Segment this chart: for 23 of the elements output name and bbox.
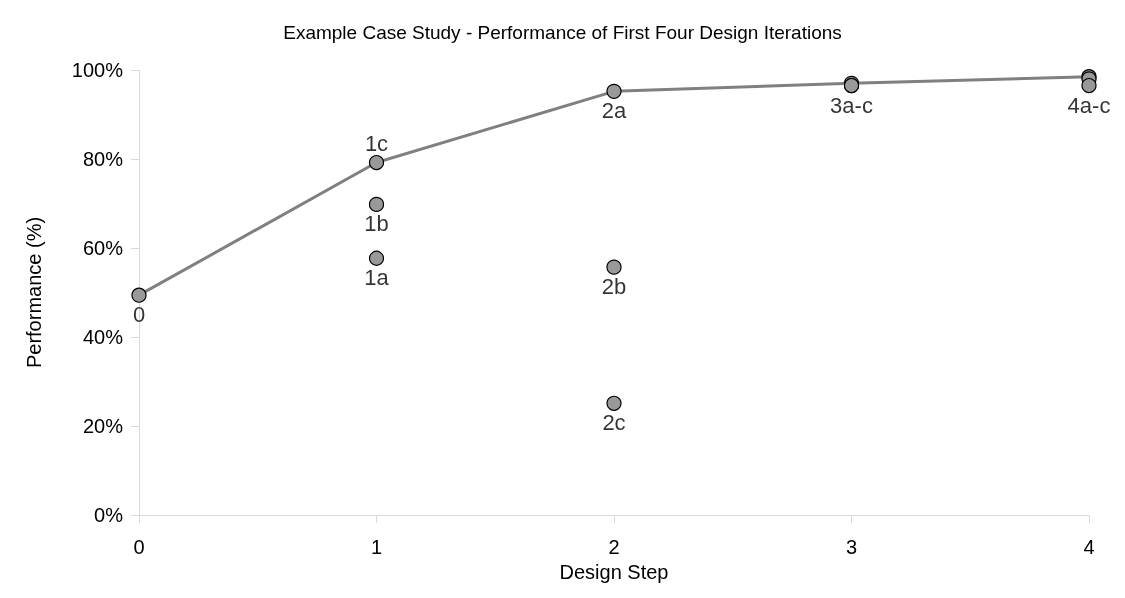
chart-title: Example Case Study - Performance of First Four Design Iterations [283,22,842,43]
y-tick-label: 60% [82,237,124,259]
x-tick-label: 0 [133,536,145,558]
x-tick-label: 2 [608,536,620,558]
annotation: 0 [132,302,146,328]
annotation: 2a [601,98,627,124]
y-tick-label: 0% [94,504,124,526]
y-tick-label: 80% [82,148,124,170]
y-axis-title: Performance (%) [23,216,45,369]
annotation: 2b [601,274,627,300]
x-tick-label: 1 [370,536,383,558]
annotation: 4a-c [1067,92,1111,118]
annotation: 2c [602,410,626,436]
y-tick-label: 100% [71,59,124,81]
annotation: 1c [364,130,389,156]
annotation: 1a [364,265,390,291]
x-tick-label: 3 [845,536,858,558]
annotation: 3a-c [830,92,873,118]
y-tick-label: 20% [82,415,124,437]
x-tick-label: 4 [1083,536,1095,558]
x-axis-title: Design Step [559,560,669,583]
y-tick-label: 40% [82,326,124,348]
annotation: 1b [364,211,389,237]
